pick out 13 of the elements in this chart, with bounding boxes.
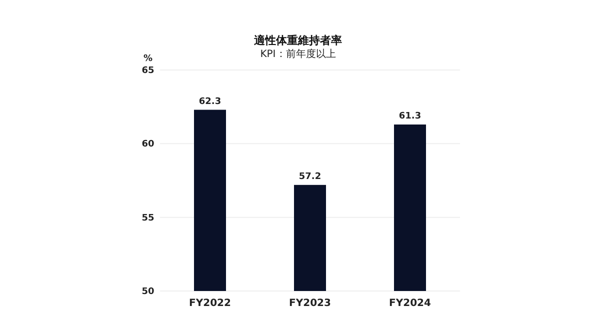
- x-tick-label: FY2022: [189, 298, 231, 309]
- chart-title: 適性体重維持者率: [253, 34, 342, 47]
- x-tick-label: FY2023: [289, 298, 331, 309]
- x-tick-label: FY2024: [389, 298, 431, 309]
- chart-subtitle: KPI：前年度以上: [260, 48, 336, 60]
- y-axis-title: %: [143, 54, 153, 64]
- y-tick-label: 55: [142, 213, 154, 224]
- data-label: 61.3: [398, 112, 422, 122]
- y-tick-label: 65: [142, 66, 154, 76]
- data-label: 57.2: [298, 172, 322, 182]
- y-tick-label: 50: [142, 287, 154, 297]
- y-tick-label: 60: [142, 140, 154, 150]
- data-label: 62.3: [198, 96, 222, 107]
